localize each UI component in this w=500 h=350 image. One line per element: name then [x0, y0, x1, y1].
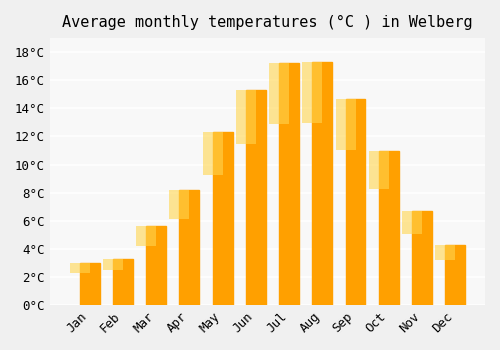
Bar — [412, 211, 432, 305]
Bar — [379, 150, 398, 305]
Bar — [103, 259, 123, 270]
Bar — [146, 226, 166, 305]
Bar — [236, 90, 256, 144]
Bar — [346, 99, 366, 305]
Bar — [246, 90, 266, 305]
Title: Average monthly temperatures (°C ) in Welberg: Average monthly temperatures (°C ) in We… — [62, 15, 472, 30]
Bar — [369, 150, 389, 189]
Bar — [170, 190, 190, 219]
Bar — [202, 132, 222, 175]
Bar — [446, 245, 465, 305]
Bar — [402, 211, 422, 234]
Bar — [212, 132, 233, 305]
Bar — [136, 226, 156, 246]
Bar — [180, 190, 200, 305]
Bar — [113, 259, 133, 305]
Bar — [336, 99, 355, 150]
Bar — [436, 245, 455, 260]
Bar — [70, 263, 89, 273]
Bar — [269, 63, 289, 124]
Bar — [302, 62, 322, 123]
Bar — [279, 63, 299, 305]
Bar — [80, 263, 100, 305]
Bar — [312, 62, 332, 305]
